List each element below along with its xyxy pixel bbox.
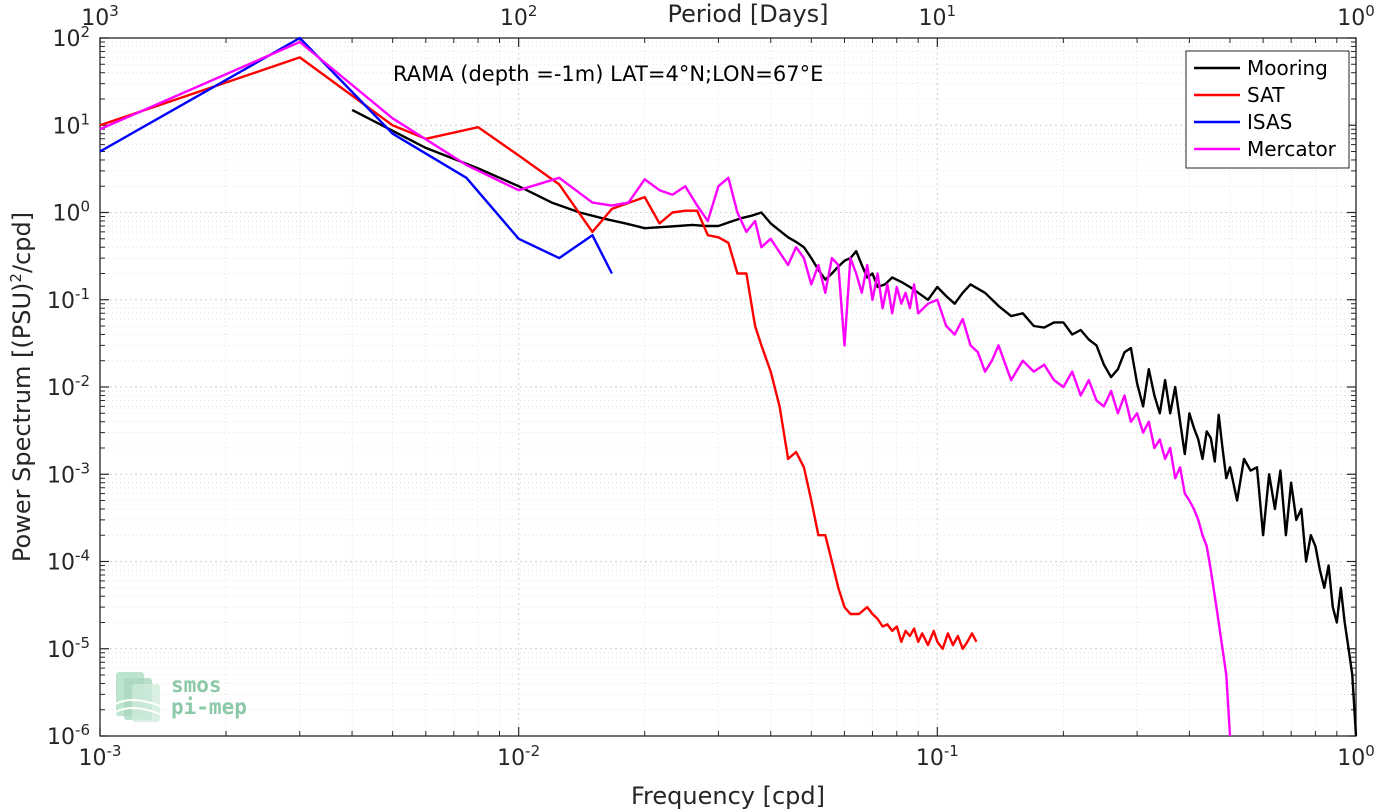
y-tick-label: 10-4 xyxy=(47,547,90,576)
top-tick-label: 102 xyxy=(500,2,538,31)
legend: Mooring SAT ISAS Mercator xyxy=(1185,50,1350,169)
x-tick-label: 100 xyxy=(1337,742,1375,771)
series-line-mercator xyxy=(99,40,1232,737)
legend-label-isas: ISAS xyxy=(1247,110,1292,134)
chart-annotation: RAMA (depth =-1m) LAT=4°N;LON=67°E xyxy=(393,62,823,86)
y-tick-label: 101 xyxy=(52,110,90,139)
x-axis-title: Frequency [cpd] xyxy=(631,782,825,809)
smos-pimep-logo: smos pi-mep xyxy=(111,672,247,722)
top-tick-label: 101 xyxy=(919,2,957,31)
y-tick-label: 100 xyxy=(52,198,90,227)
logo-text-pimep: pi-mep xyxy=(171,695,247,719)
top-tick-label: 103 xyxy=(81,2,119,31)
y-tick-label: 102 xyxy=(52,23,90,52)
x-tick-label: 10-2 xyxy=(497,742,540,771)
legend-label-mercator: Mercator xyxy=(1247,137,1337,161)
y-tick-label: 10-5 xyxy=(47,634,90,663)
legend-label-sat: SAT xyxy=(1247,83,1285,107)
grid xyxy=(99,37,1357,737)
y-axis-title: Power Spectrum [(PSU)2/cpd] xyxy=(7,212,36,562)
plot-area-frame xyxy=(99,37,1357,737)
y-tick-label: 10-2 xyxy=(47,372,90,401)
logo-text-smos: smos xyxy=(171,673,222,697)
x-tick-label: 10-1 xyxy=(916,742,959,771)
series-line-mooring xyxy=(351,108,1358,737)
y-tick-label: 10-3 xyxy=(47,459,90,488)
top-tick-label: 100 xyxy=(1337,2,1375,31)
y-tick-label: 10-6 xyxy=(47,721,90,750)
smos-logo-waves-icon xyxy=(111,672,161,722)
x-tick-label: 10-3 xyxy=(79,742,122,771)
legend-label-mooring: Mooring xyxy=(1247,56,1328,80)
y-tick-label: 10-1 xyxy=(47,285,90,314)
series-line-sat xyxy=(99,56,978,650)
top-axis-title: Period [Days] xyxy=(667,0,828,28)
series-lines xyxy=(99,36,1358,737)
